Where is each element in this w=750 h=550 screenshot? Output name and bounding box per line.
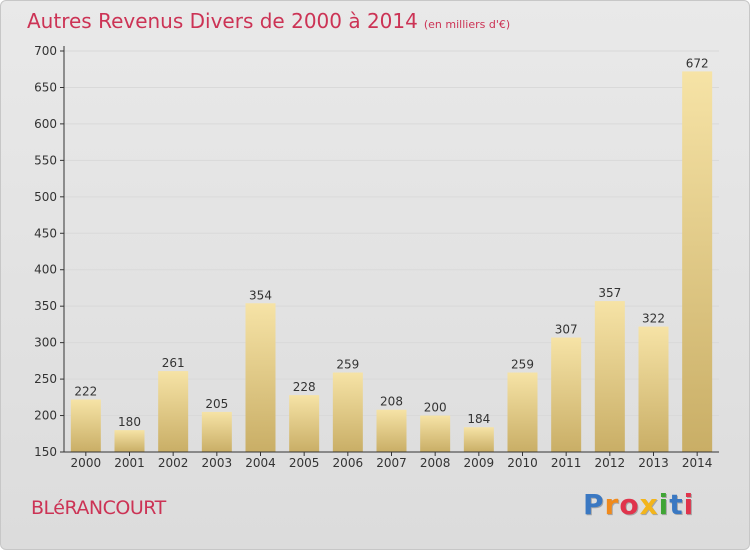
data-label: 259 (336, 358, 359, 372)
bar (551, 337, 582, 452)
y-tick-label: 550 (34, 153, 57, 167)
data-label: 672 (686, 56, 709, 70)
bar (70, 399, 101, 452)
city-name: BLéRANCOURT (31, 497, 166, 519)
y-tick-label: 600 (34, 117, 57, 131)
x-tick-label: 2009 (464, 456, 495, 470)
y-tick-label: 350 (34, 299, 57, 313)
y-tick-label: 450 (34, 226, 57, 240)
x-tick-label: 2012 (595, 456, 626, 470)
y-tick-label: 700 (34, 44, 57, 58)
y-tick-label: 150 (34, 445, 57, 459)
axis-layer: 150 200 250 300 350 400 450 500 550 600 650 700 2000… (34, 44, 719, 470)
data-label: 228 (293, 380, 316, 394)
y-tick-label: 400 (34, 263, 57, 277)
chart-title-text: Autres Revenus Divers de 2000 à 2014 (27, 9, 418, 33)
bar (376, 409, 407, 452)
y-tick-label: 250 (34, 372, 57, 386)
chart-title: Autres Revenus Divers de 2000 à 2014 (en … (27, 9, 510, 33)
bar (594, 301, 625, 452)
bar (682, 71, 713, 452)
bar (201, 411, 232, 452)
data-label: 205 (205, 397, 228, 411)
logo-letter: x (639, 488, 659, 521)
x-tick-label: 2013 (638, 456, 669, 470)
x-tick-label: 2007 (376, 456, 407, 470)
bar (420, 415, 451, 452)
x-tick-label: 2006 (333, 456, 364, 470)
data-label: 261 (162, 356, 185, 370)
logo-letter: P (583, 488, 605, 521)
logo-letter: i (683, 488, 695, 521)
bar (289, 395, 320, 452)
x-tick-label: 2005 (289, 456, 320, 470)
x-tick-label: 2002 (158, 456, 189, 470)
y-tick-label: 650 (34, 80, 57, 94)
y-tick-label: 300 (34, 336, 57, 350)
x-tick-label: 2004 (245, 456, 276, 470)
bar (114, 430, 145, 452)
proxiti-logo: Proxiti (583, 488, 694, 521)
data-label: 354 (249, 288, 272, 302)
data-label: 259 (511, 358, 534, 372)
data-label: 180 (118, 415, 141, 429)
x-tick-label: 2003 (202, 456, 233, 470)
bar (507, 372, 538, 452)
x-tick-label: 2000 (71, 456, 102, 470)
y-tick-label: 200 (34, 409, 57, 423)
data-label: 222 (74, 385, 97, 399)
data-label: 357 (598, 286, 621, 300)
bar-layer (70, 71, 713, 452)
x-tick-label: 2011 (551, 456, 582, 470)
chart-title-unit: (en milliers d'€) (423, 18, 511, 31)
label-layer: 222 180 261 205 354 228 259 208 200 184 259 307 357 3… (74, 56, 708, 429)
data-label: 200 (424, 401, 447, 415)
logo-letter: o (619, 488, 640, 521)
x-tick-label: 2001 (114, 456, 145, 470)
bar (463, 427, 494, 452)
logo-letter: i (658, 488, 670, 521)
logo-letter: r (604, 488, 620, 521)
x-tick-label: 2014 (682, 456, 713, 470)
data-label: 322 (642, 312, 665, 326)
bar (245, 303, 276, 452)
data-label: 307 (555, 323, 578, 337)
x-tick-label: 2008 (420, 456, 451, 470)
logo-letter: t (669, 488, 684, 521)
data-label: 208 (380, 395, 403, 409)
data-label: 184 (467, 412, 490, 426)
bar (638, 326, 669, 452)
x-tick-label: 2010 (507, 456, 538, 470)
y-tick-label: 500 (34, 190, 57, 204)
bar (158, 371, 189, 452)
bar (332, 372, 363, 452)
